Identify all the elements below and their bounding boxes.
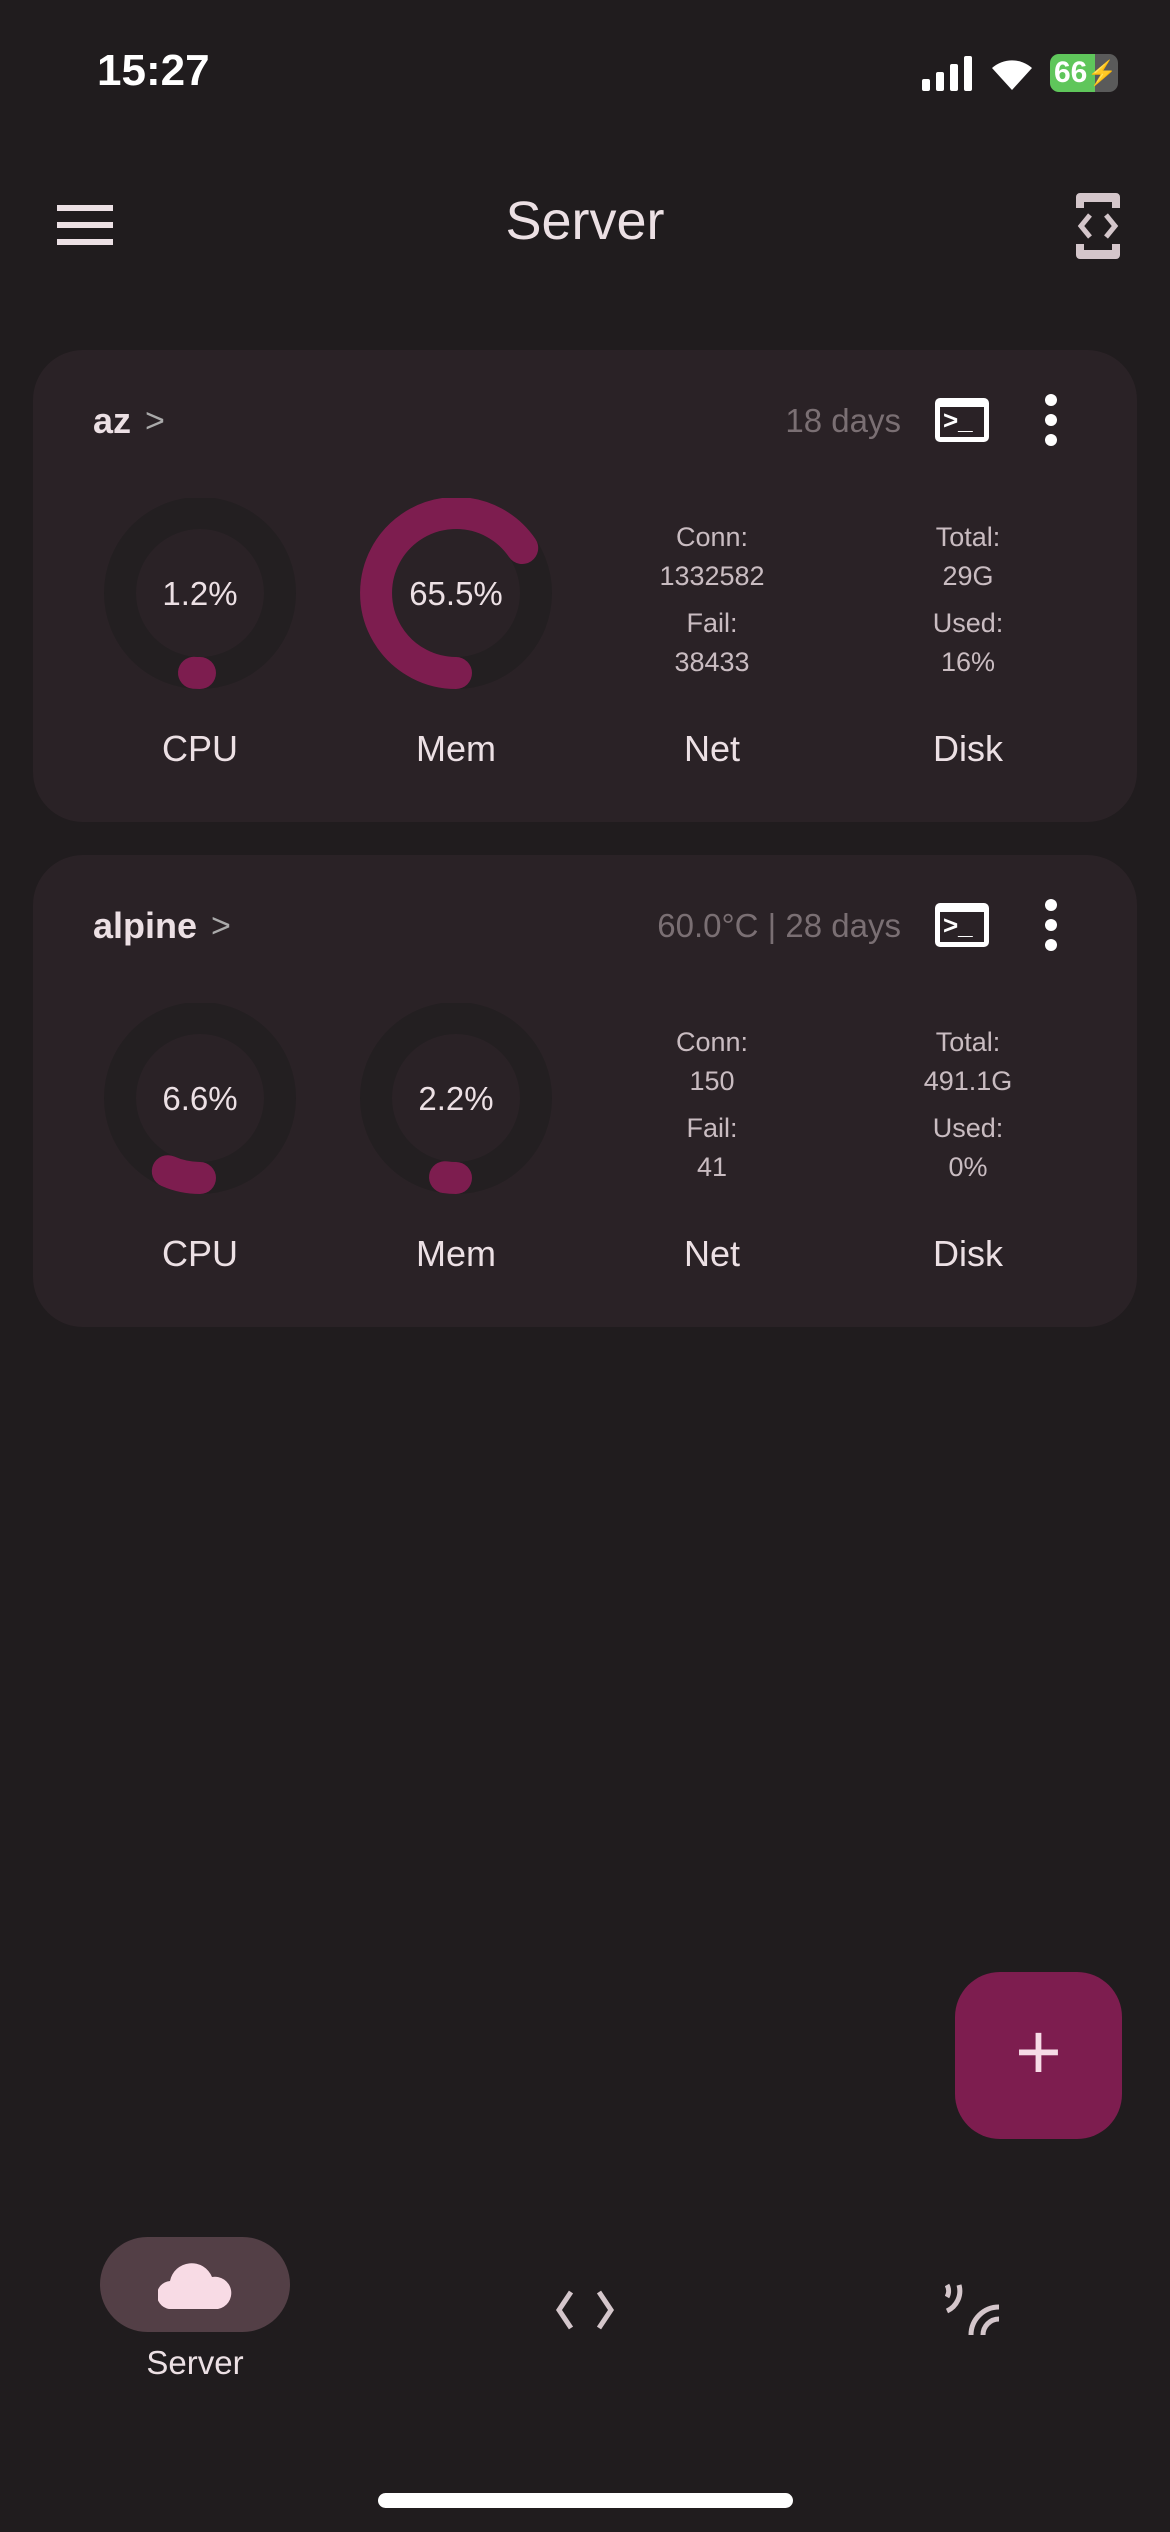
total-value: 29G bbox=[942, 561, 994, 591]
nav-server-label: Server bbox=[146, 2344, 244, 2381]
server-name-link[interactable]: alpine > bbox=[93, 905, 231, 947]
fail-value: 38433 bbox=[674, 647, 750, 677]
more-menu-button[interactable] bbox=[1045, 394, 1059, 446]
cpu-label: CPU bbox=[161, 728, 238, 769]
charging-icon: ⚡ bbox=[1087, 59, 1118, 87]
server-name: alpine bbox=[93, 905, 198, 946]
mem-label: Mem bbox=[416, 728, 496, 769]
terminal-button[interactable]: >_ bbox=[935, 398, 989, 442]
home-indicator[interactable] bbox=[378, 2493, 793, 2508]
fail-label: Fail: bbox=[686, 1113, 738, 1143]
battery-indicator: 66 ⚡ bbox=[1050, 54, 1118, 92]
code-phone-icon[interactable] bbox=[1076, 193, 1120, 259]
server-meta: 60.0°C | 28 days bbox=[657, 907, 901, 944]
terminal-icon: >_ bbox=[943, 405, 973, 435]
nav-snippet-tab[interactable] bbox=[945, 2283, 1001, 2339]
more-menu-button[interactable] bbox=[1045, 899, 1059, 951]
used-value: 0% bbox=[948, 1152, 988, 1182]
disk-label: Disk bbox=[933, 1233, 1003, 1274]
mem-value: 65.5% bbox=[409, 575, 503, 612]
status-icons: 66 ⚡ bbox=[922, 54, 1118, 92]
net-label: Net bbox=[683, 1233, 741, 1274]
mem-gauge: 65.5% bbox=[360, 498, 552, 689]
fail-label: Fail: bbox=[686, 608, 738, 638]
add-server-button[interactable]: + bbox=[955, 1972, 1122, 2139]
net-stats: Conn: 1332582 Fail: 38433 bbox=[584, 518, 840, 682]
conn-value: 150 bbox=[689, 1066, 735, 1096]
conn-value: 1332582 bbox=[659, 561, 765, 591]
net-stats: Conn: 150 Fail: 41 bbox=[584, 1023, 840, 1187]
cloud-icon bbox=[158, 2262, 232, 2309]
mem-gauge-arc bbox=[429, 1161, 472, 1194]
conn-label: Conn: bbox=[675, 522, 749, 552]
fail-value: 41 bbox=[696, 1152, 728, 1182]
used-label: Used: bbox=[932, 1113, 1004, 1143]
conn-label: Conn: bbox=[675, 1027, 749, 1057]
terminal-icon: >_ bbox=[943, 910, 973, 940]
disk-stats: Total: 491.1G Used: 0% bbox=[840, 1023, 1096, 1187]
hamburger-icon[interactable] bbox=[57, 205, 113, 245]
mem-label: Mem bbox=[416, 1233, 496, 1274]
server-meta: 18 days bbox=[785, 402, 901, 439]
chevron-right-icon: > bbox=[211, 906, 231, 945]
disk-label: Disk bbox=[933, 728, 1003, 769]
page-title: Server bbox=[505, 191, 665, 251]
nav-code-tab[interactable] bbox=[553, 2290, 617, 2330]
cpu-gauge: 1.2% bbox=[104, 498, 296, 689]
server-name: az bbox=[93, 400, 132, 441]
nav-server-tab[interactable] bbox=[100, 2237, 290, 2332]
cpu-value: 1.2% bbox=[162, 575, 237, 612]
mem-gauge-arc bbox=[360, 498, 539, 689]
cpu-label: CPU bbox=[161, 1233, 238, 1274]
total-value: 491.1G bbox=[923, 1066, 1013, 1096]
disk-stats: Total: 29G Used: 16% bbox=[840, 518, 1096, 682]
total-label: Total: bbox=[935, 522, 1001, 552]
total-label: Total: bbox=[935, 1027, 1001, 1057]
used-label: Used: bbox=[932, 608, 1004, 638]
server-card[interactable]: az > 18 days >_ 1.2% CPU 65.5% Mem Conn: … bbox=[33, 350, 1137, 822]
cpu-gauge-arc bbox=[151, 1155, 216, 1194]
wifi-icon bbox=[992, 60, 1032, 90]
chevron-right-icon: > bbox=[145, 401, 165, 440]
status-time: 15:27 bbox=[97, 46, 210, 95]
cpu-gauge: 6.6% bbox=[104, 1003, 296, 1194]
cpu-value: 6.6% bbox=[162, 1080, 237, 1117]
net-label: Net bbox=[683, 728, 741, 769]
mem-gauge: 2.2% bbox=[360, 1003, 552, 1194]
used-value: 16% bbox=[940, 647, 996, 677]
mem-value: 2.2% bbox=[418, 1080, 493, 1117]
battery-level: 66 bbox=[1054, 56, 1088, 89]
server-name-link[interactable]: az > bbox=[93, 400, 165, 442]
server-card[interactable]: alpine > 60.0°C | 28 days >_ 6.6% CPU 2.2… bbox=[33, 855, 1137, 1327]
terminal-button[interactable]: >_ bbox=[935, 903, 989, 947]
signal-icon bbox=[922, 56, 972, 91]
